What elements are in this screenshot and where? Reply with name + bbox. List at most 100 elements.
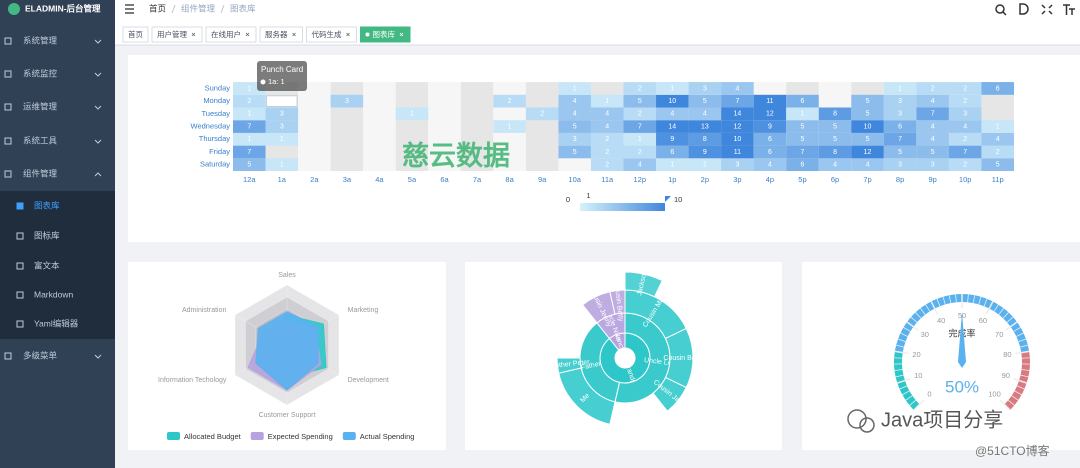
cell-label: 4 [768,161,772,168]
gauge-pointer [958,312,966,368]
menu-item[interactable]: 系统监控 [23,68,58,78]
menu-arrow [94,172,102,177]
stripe [298,82,331,171]
x-tick-label: 6a [440,175,449,184]
cell [656,158,689,171]
tag-label: 图表库 [373,29,396,39]
hamburger[interactable] [125,4,134,14]
cell [883,158,917,171]
cell [851,145,884,159]
cell [656,145,689,159]
cell [753,94,787,108]
gauge-minor-tick [1020,374,1029,378]
tag[interactable]: 在线用户 [205,26,257,43]
cell-label: 5 [801,123,805,130]
cell-label: 3 [963,111,967,118]
cell [916,82,949,95]
x-tick-label: 7a [473,175,482,184]
gauge-minor-tick [910,316,918,323]
x-tick-label: 4a [375,175,384,184]
cell [395,107,429,121]
cell [916,132,949,146]
cell [883,145,917,159]
submenu-item[interactable]: Yaml编辑器 [34,318,79,328]
cell-label: 7 [638,123,642,130]
gauge-minor-tick [1016,385,1025,390]
cell [688,82,722,95]
submenu-icon [16,291,24,299]
gauge-tick [1013,377,1027,384]
cell [981,82,1014,95]
cell [525,107,559,121]
y-tick-label: Monday [203,96,230,105]
x-tick-label: 2p [701,175,709,184]
gauge-minor-tick [896,344,904,348]
navbar-icons[interactable] [995,3,1075,16]
cell [851,94,884,108]
cell [656,94,689,108]
tag[interactable]: 用户管理 [151,26,203,43]
legend-swatch[interactable] [167,432,180,440]
cell [688,158,722,171]
cell-label: 5 [898,149,902,156]
cell-label: 5 [801,136,805,143]
sunburst-arc [609,289,626,315]
menu-item[interactable]: 系统工具 [23,135,58,145]
cell [721,158,754,171]
cell [558,94,591,108]
cell-label: 1 [605,98,609,105]
legend-label[interactable]: Actual Spending [360,432,415,441]
menu-item[interactable]: 系统管理 [23,35,58,45]
x-tick-label: 11p [992,175,1004,184]
gauge-tick-label: 60 [979,316,987,325]
x-tick-label: 5a [408,175,417,184]
gauge-minor-tick [1021,369,1030,371]
y-tick-label: Friday [209,147,230,156]
submenu-item[interactable]: Markdown [34,289,73,299]
tag[interactable]: 服务器 [259,26,303,43]
cell-label: 4 [931,98,935,105]
cell [233,94,266,108]
cell-label: 1 [247,111,251,118]
cell-label: 10 [864,123,872,130]
x-tick-label: 12p [634,175,647,184]
visual-map-handle [665,196,671,202]
cell-label: 4 [573,98,577,105]
radar-indicator: Information Techology [158,377,227,384]
cell [916,145,949,159]
gauge-tick-label: 40 [937,316,945,325]
tag[interactable]: 首页 [122,26,149,43]
cell-label: 1 [573,85,577,92]
sunburst-arc [624,271,663,298]
cell [916,94,949,108]
submenu-item[interactable]: 图标库 [34,230,60,240]
cell-label: 5 [573,123,577,130]
x-tick-label: 5p [798,175,806,184]
menu-item[interactable]: 组件管理 [23,168,58,178]
cell [948,158,982,171]
cell-label: 6 [801,98,805,105]
cell-label: 3 [573,136,577,143]
tag-close [346,32,350,37]
breadcrumb-item[interactable]: 组件管理 [181,3,216,13]
tag-box [259,26,303,43]
tag-label: 服务器 [265,29,288,39]
breadcrumb-item[interactable]: 首页 [149,3,166,13]
cell [786,107,819,121]
submenu-item[interactable]: 图表库 [34,200,60,210]
cell-label: 4 [963,123,967,130]
legend-label[interactable]: Allocated Budget [184,432,242,441]
tag[interactable]: 图表库 [360,26,411,43]
cell [753,120,787,133]
radar-indicator: Sales [278,272,296,279]
cell-label: 5 [833,136,837,143]
legend-label[interactable]: Expected Spending [268,432,333,441]
legend-swatch[interactable] [342,432,356,440]
legend-swatch[interactable] [250,432,264,440]
menu-item[interactable]: 多级菜单 [23,350,58,360]
submenu-item[interactable]: 富文本 [34,260,60,270]
x-tick-label: 11a [601,175,614,184]
submenu-icon [16,262,24,270]
tag[interactable]: 代码生成 [306,26,357,43]
menu-item[interactable]: 运维管理 [23,101,58,111]
